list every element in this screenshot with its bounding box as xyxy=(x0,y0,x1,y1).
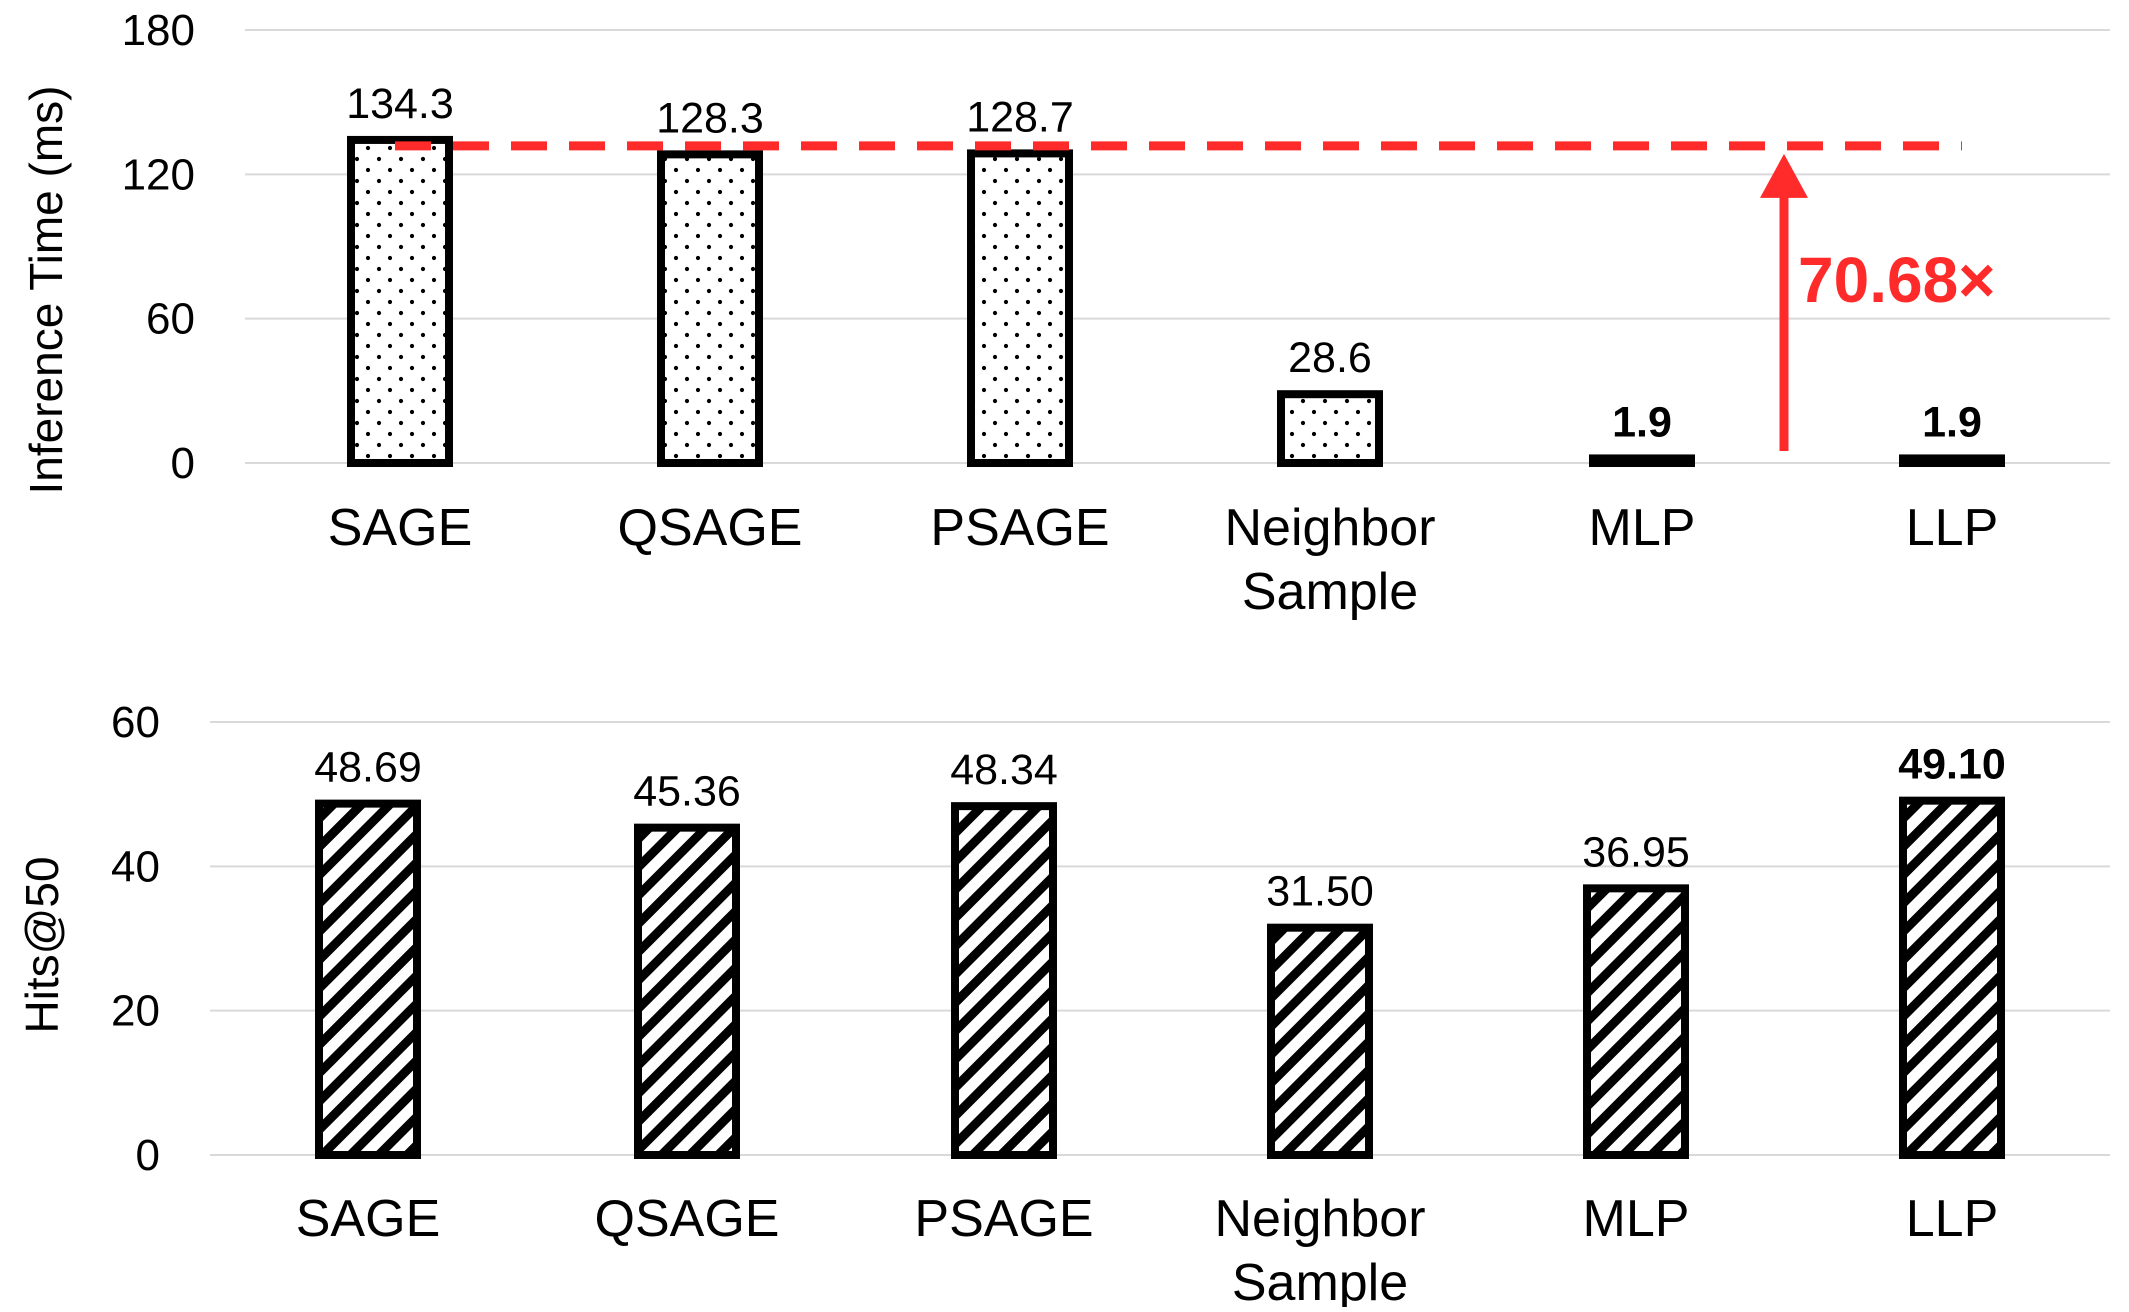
data-label: 28.6 xyxy=(1288,334,1372,382)
y-tick-label: 20 xyxy=(111,987,160,1036)
data-label: 36.95 xyxy=(1582,828,1690,876)
bar-llp xyxy=(1899,796,2005,1160)
x-tick-label: PSAGE xyxy=(930,499,1109,557)
bar-sage xyxy=(347,135,453,467)
x-tick-label: LLP xyxy=(1906,1190,1999,1248)
bar-sage xyxy=(315,799,421,1159)
data-label: 49.10 xyxy=(1898,741,2006,789)
x-tick-label: SAGE xyxy=(296,1190,441,1248)
x-tick-label: QSAGE xyxy=(595,1190,780,1248)
y-tick-label: 120 xyxy=(122,150,195,199)
speedup-arrow-head xyxy=(1760,153,1808,198)
x-tick-label: PSAGE xyxy=(914,1190,1093,1248)
bar-llp xyxy=(1899,454,2005,467)
bar-neighbor-sample xyxy=(1267,923,1373,1159)
data-label: 45.36 xyxy=(633,768,741,816)
bar-qsage xyxy=(657,150,763,467)
bar-neighbor-sample xyxy=(1277,390,1383,467)
x-tick-label: Sample xyxy=(1242,563,1418,621)
data-label: 134.3 xyxy=(346,80,454,128)
y-axis-label: Inference Time (ms) xyxy=(20,86,72,495)
y-tick-label: 40 xyxy=(111,842,160,891)
y-axis-label: Hits@50 xyxy=(16,856,68,1033)
bar-mlp xyxy=(1583,884,1689,1159)
data-label: 1.9 xyxy=(1922,398,1982,446)
x-tick-label: Sample xyxy=(1232,1254,1408,1307)
x-tick-label: MLP xyxy=(1583,1190,1690,1248)
data-label: 48.34 xyxy=(950,746,1058,794)
x-tick-label: LLP xyxy=(1906,499,1999,557)
speedup-annotation: 70.68× xyxy=(1798,244,1996,316)
bar-psage xyxy=(951,802,1057,1160)
data-label: 128.7 xyxy=(966,93,1074,141)
bar-mlp xyxy=(1589,454,1695,467)
y-tick-label: 0 xyxy=(136,1131,160,1180)
y-tick-label: 60 xyxy=(111,698,160,747)
y-tick-label: 0 xyxy=(171,439,195,488)
y-tick-label: 180 xyxy=(122,6,195,55)
bar-psage xyxy=(967,149,1073,467)
x-tick-label: MLP xyxy=(1589,499,1696,557)
inference-time-panel: 0 60 120 180 Inference Time (ms) 134.3 SAGE 128… xyxy=(20,6,2110,621)
x-tick-label: QSAGE xyxy=(618,499,803,557)
x-tick-label: Neighbor xyxy=(1224,499,1435,557)
data-label: 128.3 xyxy=(656,94,764,142)
x-tick-label: SAGE xyxy=(328,499,473,557)
data-label: 48.69 xyxy=(314,744,422,792)
x-tick-label: Neighbor xyxy=(1214,1190,1425,1248)
y-tick-label: 60 xyxy=(146,295,195,344)
hits-panel: 0 20 40 60 Hits@50 48.69 SAGE 45.36 QSAGE 48.34 PS… xyxy=(16,698,2110,1312)
bar-qsage xyxy=(634,823,740,1159)
data-label: 31.50 xyxy=(1266,868,1374,916)
data-label: 1.9 xyxy=(1612,398,1672,446)
